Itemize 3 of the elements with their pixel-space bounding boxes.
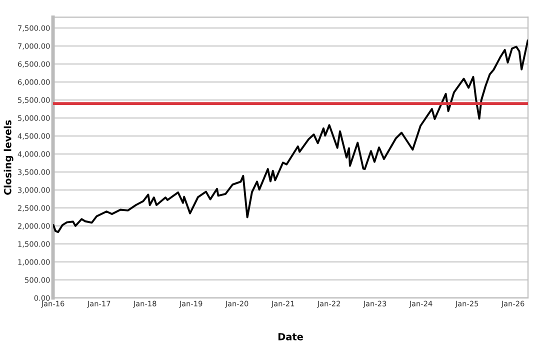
line-series <box>53 40 528 234</box>
y-axis-title: Closing levels <box>4 120 14 195</box>
x-axis-title: Date <box>278 333 303 340</box>
